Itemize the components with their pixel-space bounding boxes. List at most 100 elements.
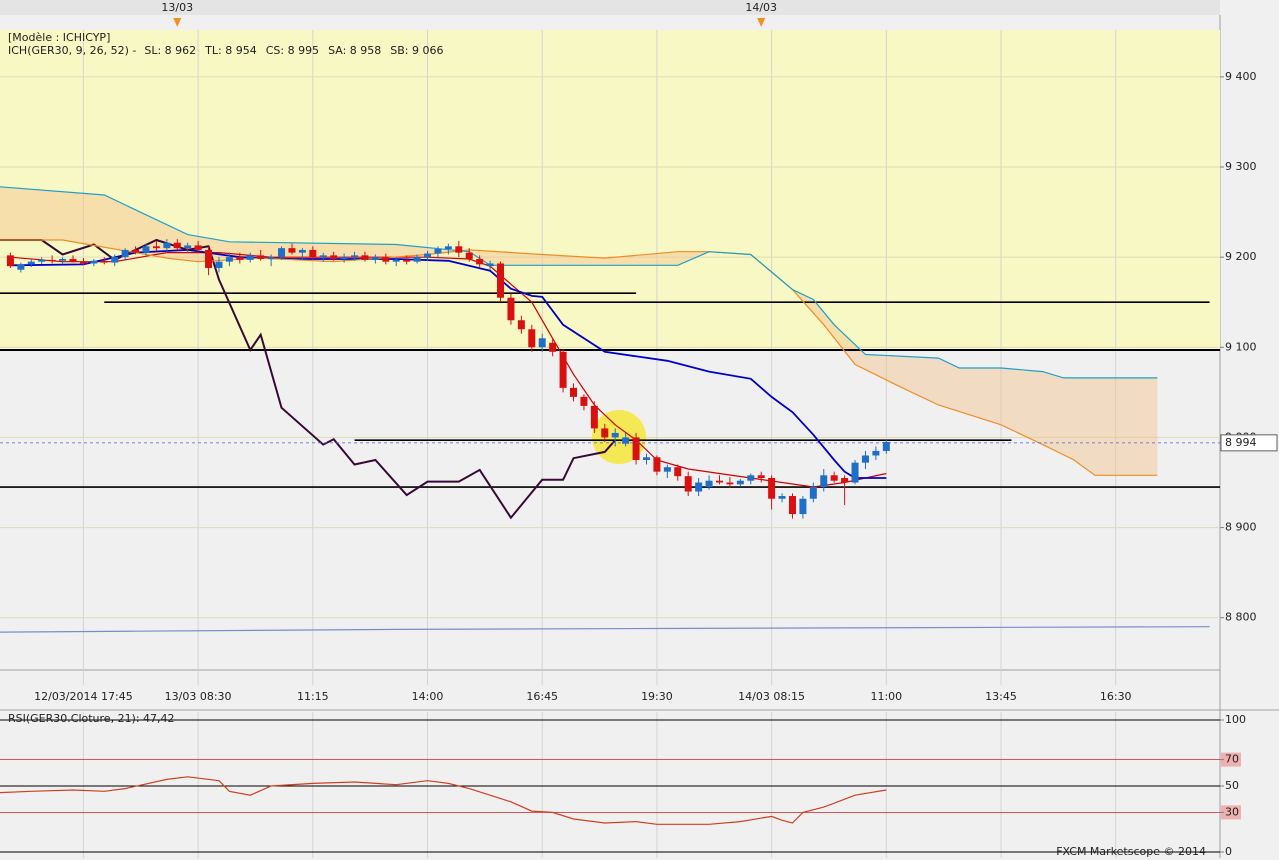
header: [Modèle : ICHICYP] <box>8 31 110 44</box>
candle-body <box>476 258 484 265</box>
candle-body <box>163 242 171 249</box>
date-marker-arrow <box>757 18 766 27</box>
candle-body <box>382 257 390 262</box>
candle-body <box>705 480 713 488</box>
x-tick-label: 13:45 <box>985 690 1017 703</box>
candle-body <box>747 475 755 481</box>
candle-body <box>726 482 734 485</box>
legend-label: SB: 9 066 <box>390 44 443 57</box>
candle-body <box>111 257 119 263</box>
y-tick-label: 50 <box>1225 779 1239 792</box>
candle-body <box>465 252 473 259</box>
candle-body <box>788 496 796 515</box>
candle-body <box>663 467 671 472</box>
candle-body <box>100 260 108 263</box>
candle-body <box>444 246 452 250</box>
price-box <box>1220 434 1278 452</box>
top-strip <box>0 0 1220 15</box>
x-tick-label: 14/03 08:15 <box>738 690 805 703</box>
y-tick-label: 9 100 <box>1225 340 1257 353</box>
x-tick-label: 13/03 08:30 <box>165 690 232 703</box>
candle-body <box>278 248 286 258</box>
candle-body <box>882 441 890 451</box>
candle-body <box>184 245 192 249</box>
candle-body <box>622 437 630 444</box>
candle-body <box>799 498 807 515</box>
tick-box <box>1221 752 1241 767</box>
candle-body <box>79 261 87 264</box>
legend-label: SA: 8 958 <box>328 44 381 57</box>
candle-body <box>340 257 348 259</box>
candle-body <box>528 329 536 348</box>
candle-body <box>642 457 650 460</box>
candle-body <box>559 351 567 388</box>
y-tick-label: 30 <box>1225 805 1239 818</box>
candle-body <box>809 487 817 499</box>
candle-body <box>142 246 150 253</box>
candle-body <box>371 257 379 260</box>
series-line <box>0 626 1210 633</box>
candle-body <box>173 242 181 249</box>
candle-body <box>194 245 202 250</box>
current-price-label: 8 994 <box>1225 436 1257 449</box>
candle-body <box>392 259 400 262</box>
indicator-label: RSI(GER30.Cloture, 21): 47,42 <box>8 712 175 725</box>
candle-body <box>861 455 869 463</box>
candle-body <box>684 476 692 492</box>
candle-body <box>632 437 640 460</box>
candle-body <box>507 297 515 321</box>
date-marker: 13/03 <box>161 1 193 14</box>
candle-body <box>48 259 56 261</box>
candle-body <box>152 246 160 249</box>
candle-body <box>611 432 619 438</box>
candle-body <box>549 342 557 352</box>
candle-body <box>851 462 859 483</box>
candle-body <box>736 480 744 485</box>
candle-body <box>872 450 880 456</box>
candle-body <box>517 320 525 330</box>
indicator-label: ICH(GER30, 9, 26, 52) - <box>8 44 136 57</box>
candle-body <box>590 405 598 429</box>
x-tick-label: 11:00 <box>870 690 902 703</box>
candle-body <box>413 257 421 262</box>
y-tick-label: 8 900 <box>1225 521 1257 534</box>
candle-body <box>497 263 505 298</box>
y-tick-label: 100 <box>1225 713 1246 726</box>
y-tick-label: 70 <box>1225 753 1239 766</box>
candle-body <box>455 246 463 253</box>
candle-body <box>351 255 359 258</box>
candle-body <box>121 249 129 258</box>
candle-body <box>601 428 609 438</box>
candle-body <box>695 482 703 492</box>
candle-body <box>424 253 432 258</box>
candle-body <box>288 248 296 253</box>
candle-body <box>830 475 838 481</box>
legend-label: TL: 8 954 <box>204 44 257 57</box>
y-tick-label: 0 <box>1225 845 1232 858</box>
candle-body <box>319 255 327 258</box>
tick-box <box>1221 805 1241 820</box>
x-tick-label: 19:30 <box>641 690 673 703</box>
candle-body <box>403 259 411 262</box>
series-line <box>0 186 1158 379</box>
y-tick-label: 8 800 <box>1225 611 1257 624</box>
candle-body <box>132 249 140 253</box>
candle-body <box>69 258 77 262</box>
y-tick-label: 9 400 <box>1225 70 1257 83</box>
candle-body <box>674 467 682 477</box>
candle-body <box>757 475 765 478</box>
candle-body <box>17 264 25 270</box>
candle-body <box>257 255 265 259</box>
candle-body <box>841 478 849 483</box>
candle-body <box>715 480 723 483</box>
candle-body <box>59 258 67 261</box>
candle-body <box>434 249 442 254</box>
candle-body <box>27 261 35 265</box>
x-tick-label: 16:45 <box>526 690 558 703</box>
candle-body <box>38 259 46 262</box>
footer: FXCM Marketscope © 2014 <box>1056 845 1206 858</box>
x-tick-label: 16:30 <box>1100 690 1132 703</box>
y-tick-label: 9 200 <box>1225 250 1257 263</box>
date-marker: 14/03 <box>745 1 777 14</box>
